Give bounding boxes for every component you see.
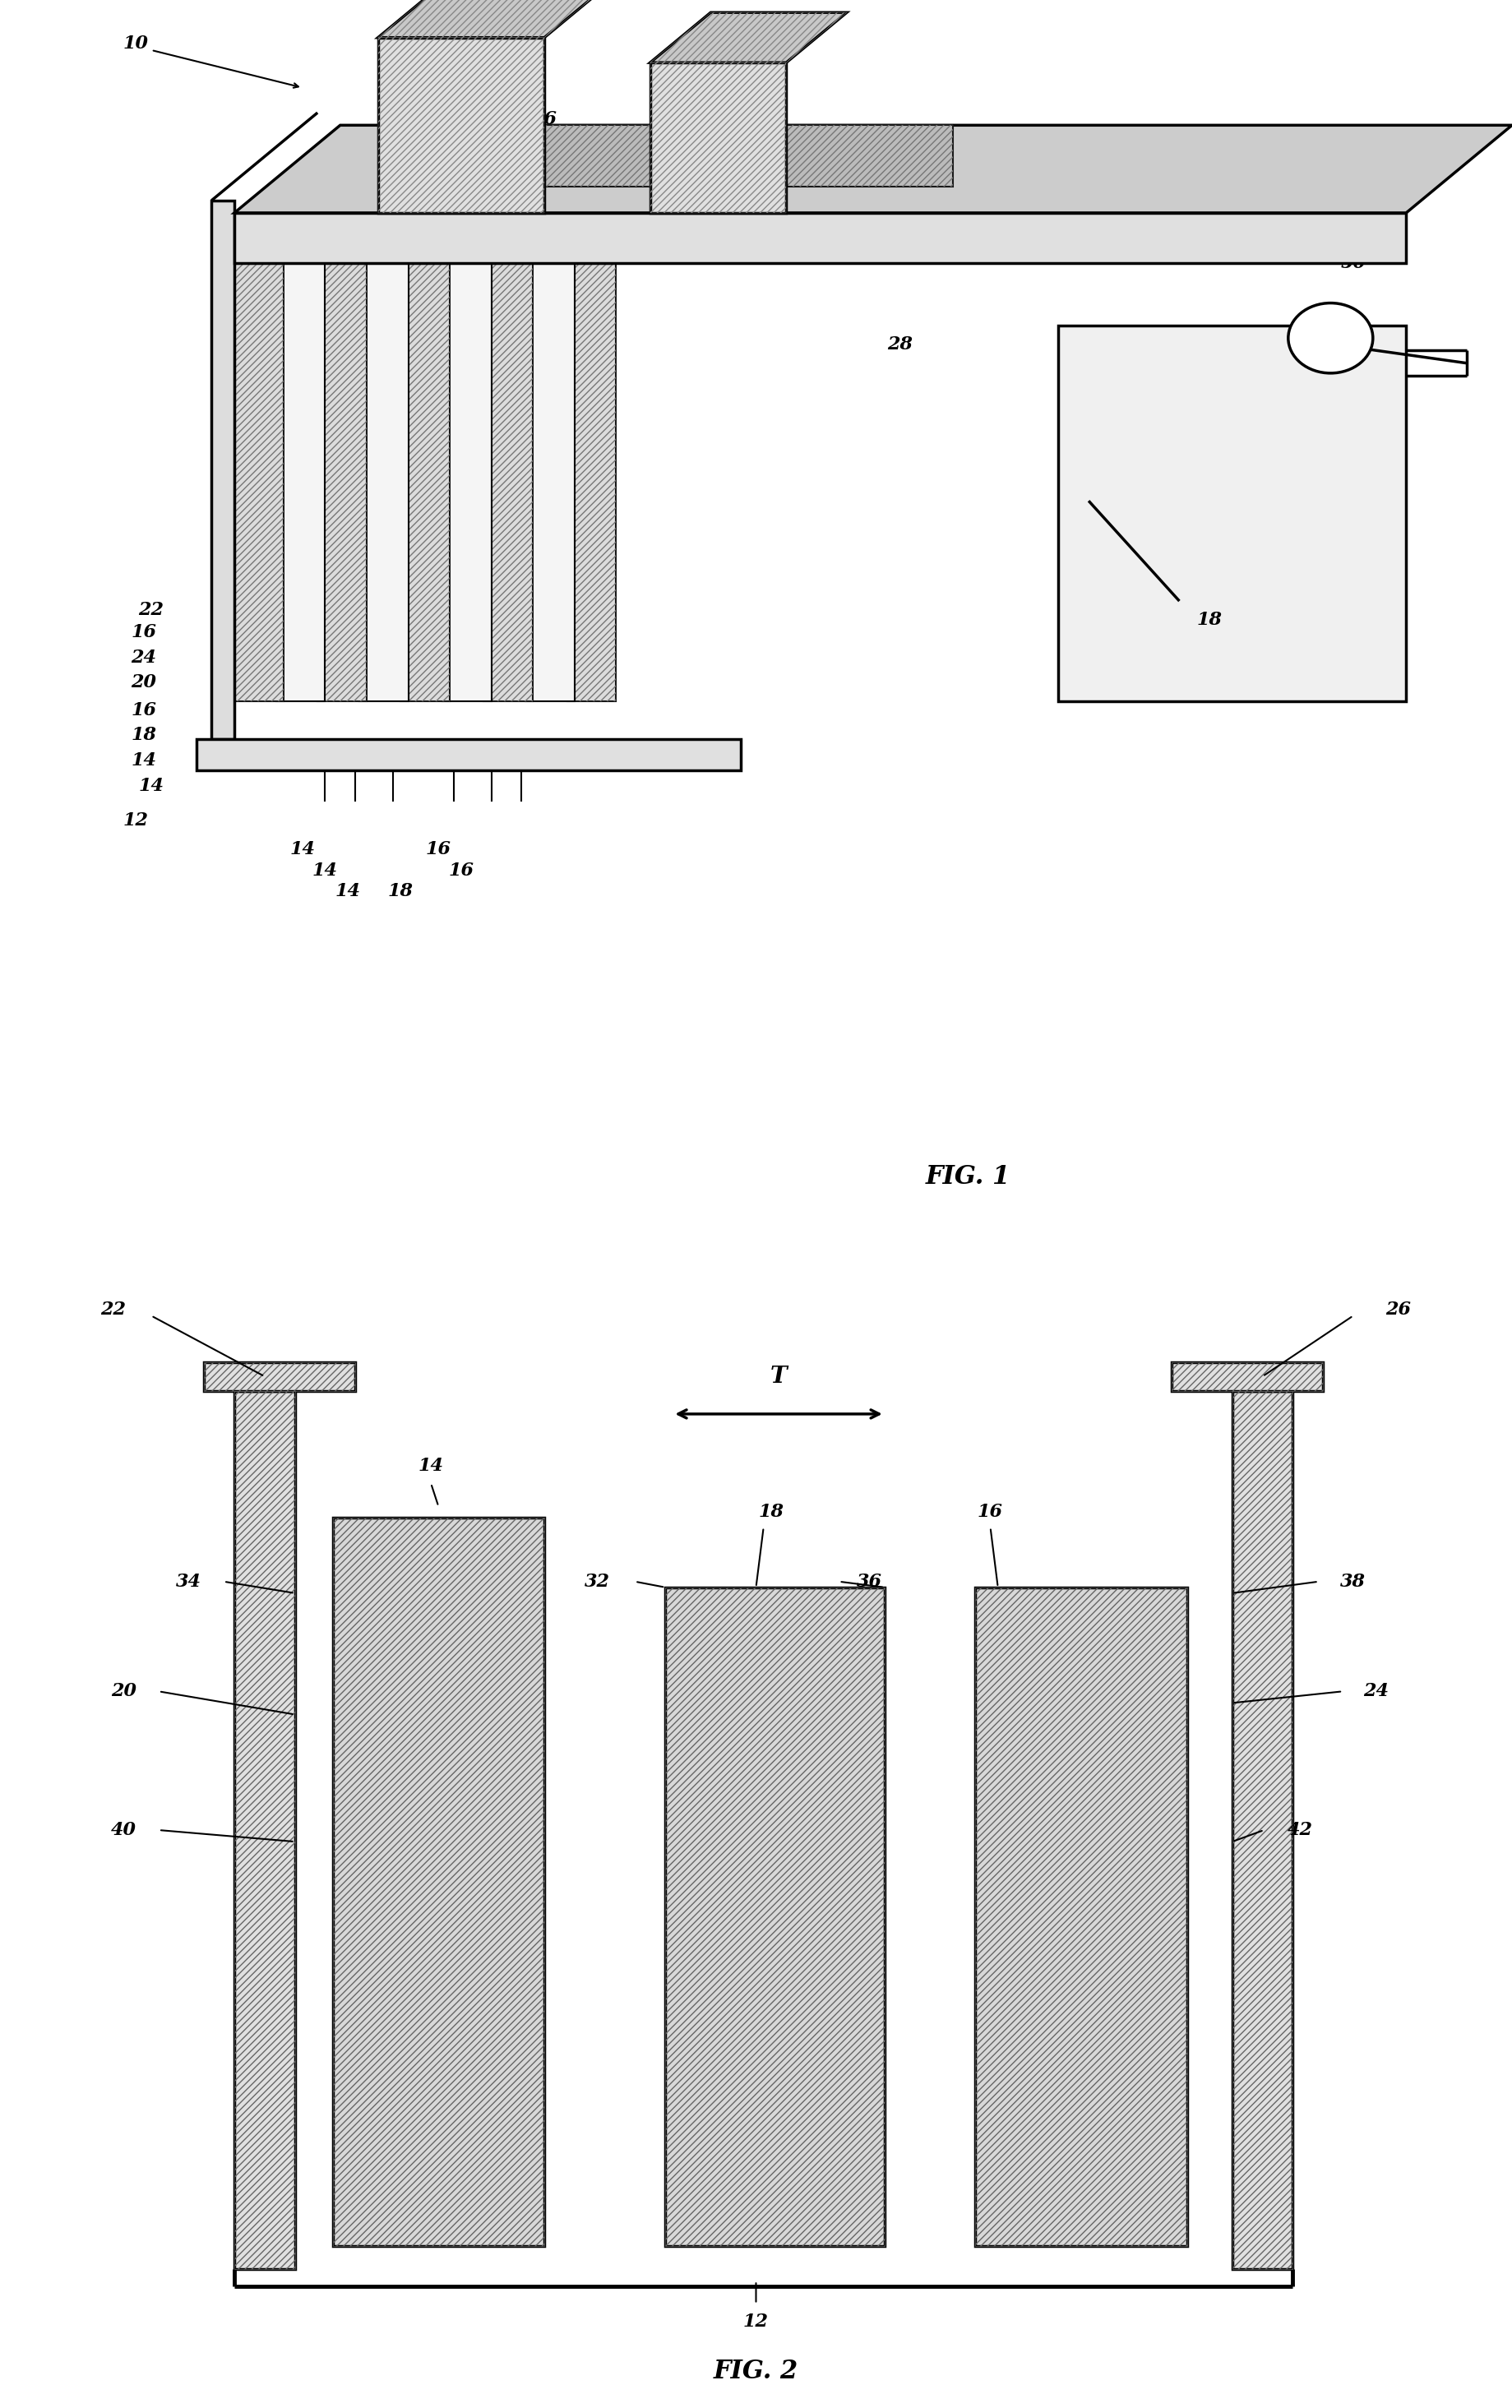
Text: 14: 14 — [290, 840, 314, 857]
Polygon shape — [234, 125, 1512, 212]
Polygon shape — [526, 212, 575, 701]
Polygon shape — [665, 1587, 885, 2247]
Polygon shape — [1172, 1363, 1323, 1392]
Text: 50: 50 — [1341, 253, 1365, 272]
Polygon shape — [567, 212, 615, 701]
Text: 36: 36 — [857, 1572, 881, 1592]
Text: 38: 38 — [1341, 1572, 1365, 1592]
Polygon shape — [378, 0, 605, 39]
Text: 18: 18 — [132, 725, 156, 744]
Text: T: T — [770, 1365, 788, 1387]
Text: 22: 22 — [101, 1300, 125, 1320]
Circle shape — [1288, 303, 1373, 373]
Text: 16: 16 — [132, 701, 156, 720]
Text: 42: 42 — [1288, 1820, 1312, 1840]
Text: 14: 14 — [139, 778, 163, 795]
Text: 16: 16 — [449, 862, 473, 879]
Text: 26: 26 — [532, 111, 556, 128]
Text: 16: 16 — [426, 840, 451, 857]
Polygon shape — [442, 212, 491, 701]
Text: 10: 10 — [124, 34, 148, 53]
Text: 14: 14 — [313, 862, 337, 879]
Text: 18: 18 — [759, 1503, 783, 1522]
Polygon shape — [358, 212, 408, 701]
Text: 12: 12 — [124, 811, 148, 828]
Text: 32: 32 — [585, 1572, 609, 1592]
Text: FIG. 2: FIG. 2 — [714, 2357, 798, 2384]
Text: 20: 20 — [112, 1683, 136, 1700]
Text: 14: 14 — [419, 1457, 443, 1476]
Text: 16: 16 — [132, 624, 156, 641]
Text: FIG. 1: FIG. 1 — [925, 1165, 1010, 1190]
Text: 22: 22 — [139, 600, 163, 619]
Polygon shape — [650, 12, 847, 63]
Polygon shape — [484, 212, 532, 701]
Text: 12: 12 — [744, 2312, 768, 2331]
Polygon shape — [786, 125, 953, 185]
Polygon shape — [975, 1587, 1187, 2247]
Text: 40: 40 — [112, 1820, 136, 1840]
Polygon shape — [234, 1392, 295, 2268]
Text: 34: 34 — [177, 1572, 201, 1592]
Polygon shape — [275, 212, 325, 701]
Polygon shape — [333, 1517, 544, 2247]
Text: 16: 16 — [978, 1503, 1002, 1522]
Text: 24: 24 — [1364, 1683, 1388, 1700]
Polygon shape — [514, 125, 696, 185]
Polygon shape — [204, 1363, 355, 1392]
Text: 20: 20 — [132, 674, 156, 691]
Text: 18: 18 — [1198, 612, 1222, 628]
Polygon shape — [1058, 325, 1406, 701]
Text: 30: 30 — [1167, 185, 1191, 202]
Polygon shape — [650, 63, 786, 212]
Text: 14: 14 — [132, 751, 156, 768]
Polygon shape — [378, 39, 544, 212]
Polygon shape — [234, 212, 1406, 262]
Text: 18: 18 — [389, 881, 413, 901]
Text: 28: 28 — [888, 335, 912, 354]
Polygon shape — [401, 212, 449, 701]
Text: 14: 14 — [336, 881, 360, 901]
Text: 26: 26 — [1387, 1300, 1411, 1320]
Polygon shape — [1232, 1392, 1293, 2268]
Polygon shape — [234, 212, 283, 701]
Polygon shape — [197, 739, 741, 771]
Polygon shape — [212, 200, 234, 739]
Polygon shape — [318, 212, 366, 701]
Text: 24: 24 — [132, 648, 156, 667]
